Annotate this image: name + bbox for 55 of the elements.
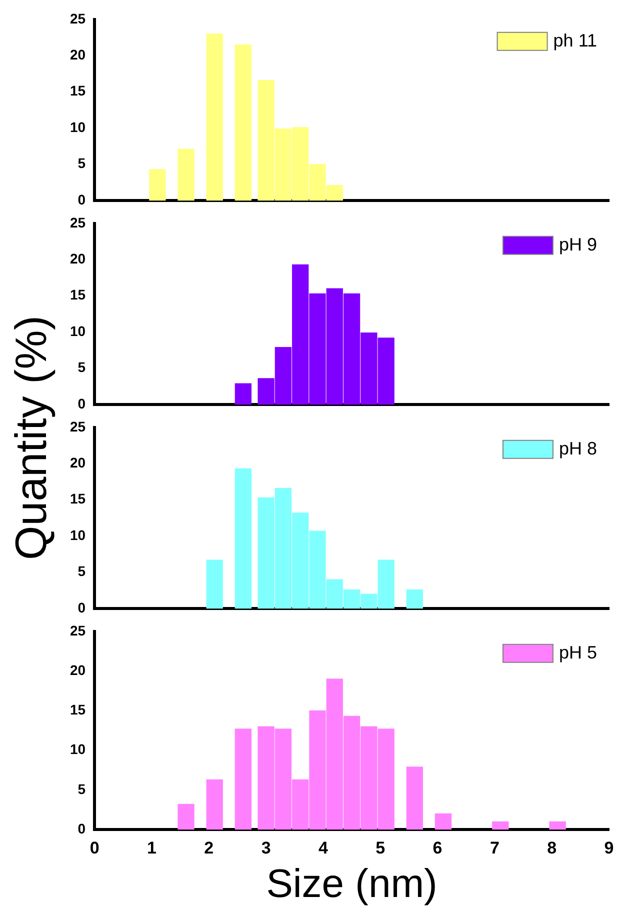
y-axis-title: Quantity (%) (7, 314, 56, 562)
y-tick-label: 0 (78, 395, 86, 412)
bar (234, 468, 252, 609)
x-tick-label: 3 (261, 838, 271, 858)
x-axis-title: Size (nm) (266, 862, 438, 906)
x-tick-label: 2 (204, 838, 214, 858)
legend-label: pH 5 (558, 642, 598, 662)
x-tick-label: 8 (547, 838, 557, 858)
legend-label: pH 8 (558, 438, 598, 458)
y-tick-label: 20 (70, 662, 86, 678)
legend-label: pH 9 (558, 234, 598, 254)
y-tick-label: 0 (78, 599, 86, 616)
y-tick-label: 20 (70, 454, 86, 470)
y-tick-label: 25 (70, 418, 86, 434)
y-tick-label: 5 (78, 359, 86, 376)
bar (206, 34, 223, 201)
y-tick-label: 25 (70, 214, 86, 230)
x-tick-label: 1 (146, 838, 156, 858)
x-tick-label: 4 (318, 838, 328, 858)
bar (492, 821, 509, 830)
y-tick-label: 10 (70, 526, 86, 543)
y-tick-label: 25 (70, 10, 86, 26)
bar (406, 589, 423, 609)
bar (234, 728, 252, 830)
y-tick-label: 15 (70, 286, 86, 303)
x-tick-label: 7 (490, 838, 500, 858)
bar (206, 779, 223, 830)
legend-label: ph 11 (553, 30, 598, 50)
y-tick-label: 15 (70, 82, 86, 99)
bar (206, 560, 223, 609)
y-tick-label: 20 (70, 250, 86, 266)
x-tick-label: 0 (90, 838, 100, 858)
y-tick-label: 10 (70, 741, 86, 758)
bar (234, 383, 252, 405)
y-tick-label: 15 (70, 702, 86, 718)
y-tick-label: 5 (78, 155, 86, 172)
bar (234, 44, 252, 201)
bar (406, 766, 423, 830)
y-tick-label: 0 (78, 191, 86, 208)
y-tick-label: 5 (78, 780, 86, 797)
y-tick-label: 10 (70, 322, 86, 339)
y-tick-label: 10 (70, 118, 86, 135)
y-tick-label: 20 (70, 46, 86, 62)
bar (149, 169, 166, 201)
x-tick-label: 5 (376, 838, 386, 858)
bar (178, 804, 194, 830)
bar (434, 813, 452, 830)
x-tick-label: 6 (432, 838, 442, 858)
y-tick-label: 25 (70, 622, 86, 638)
y-tick-label: 0 (78, 820, 86, 836)
x-tick-label: 9 (604, 838, 614, 858)
y-tick-label: 15 (70, 490, 86, 507)
bar (549, 821, 566, 830)
y-tick-label: 5 (78, 563, 86, 580)
bar (178, 148, 194, 201)
